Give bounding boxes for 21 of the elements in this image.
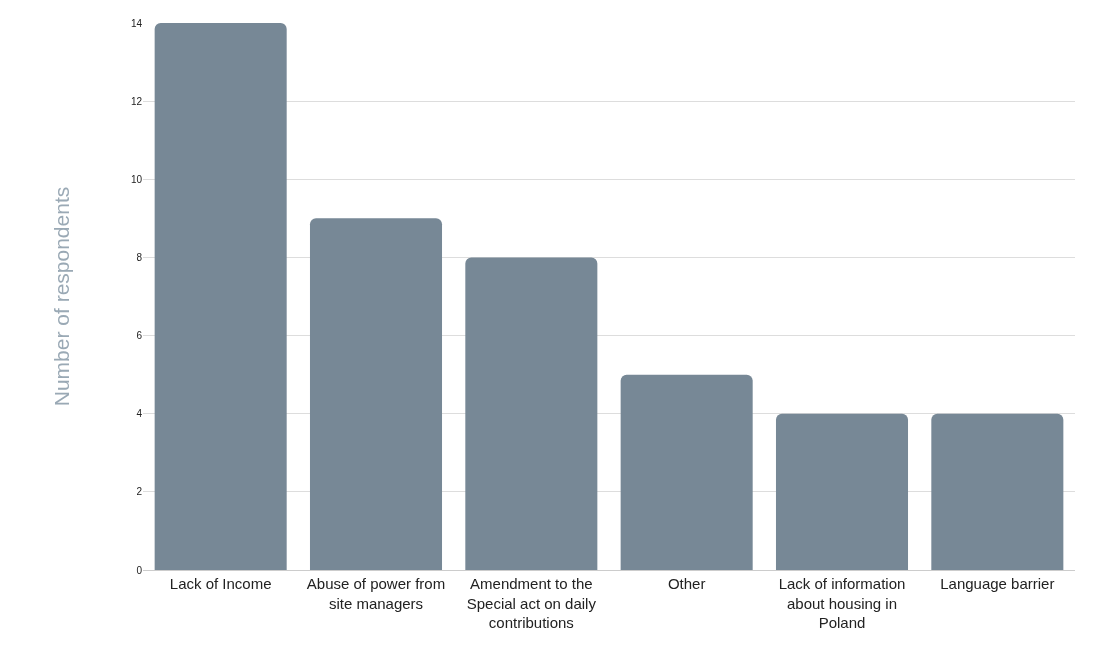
bar <box>154 23 287 570</box>
y-tick-label: 6 <box>136 330 143 342</box>
x-tick-label: Language barrier <box>940 575 1055 592</box>
y-tick-label: 0 <box>136 564 143 576</box>
x-tick-label: Lack of information about housing in Poland <box>778 575 906 631</box>
y-tick-label: 14 <box>130 17 143 29</box>
y-tick-label: 10 <box>130 173 143 185</box>
bar <box>775 413 909 570</box>
y-tick-label: 4 <box>136 408 143 420</box>
x-tick-label: Other <box>667 575 706 592</box>
bar <box>309 218 443 570</box>
y-tick-label: 12 <box>130 95 143 107</box>
x-tick-label: Abuse of power from site managers <box>306 575 446 612</box>
x-tick-label: Lack of Income <box>169 575 272 592</box>
bar <box>931 413 1064 570</box>
y-axis-title: Number of respondents <box>50 186 74 407</box>
y-tick-label: 8 <box>136 251 143 263</box>
x-tick-label: Amendment to the Special act on daily contributions <box>466 575 597 631</box>
y-tick-label: 2 <box>136 486 143 498</box>
bar <box>620 374 753 570</box>
bar <box>465 257 598 570</box>
